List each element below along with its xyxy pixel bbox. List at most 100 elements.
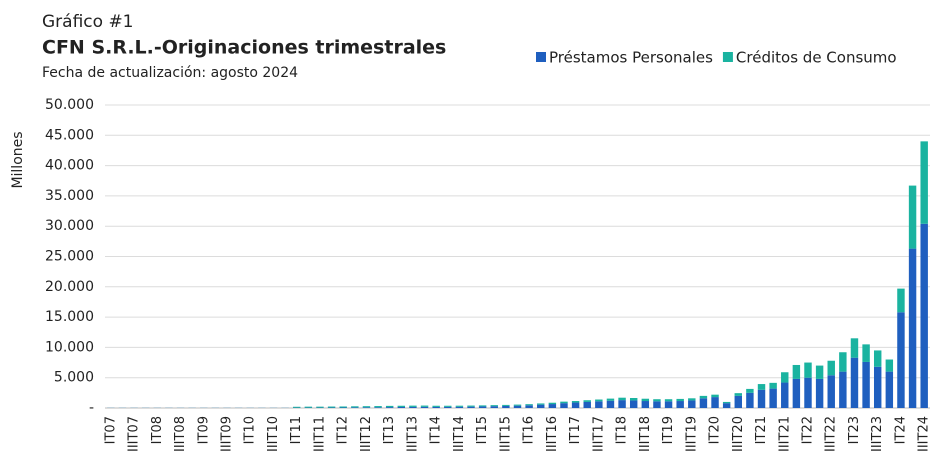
bar-segment (630, 400, 637, 408)
bar-segment (328, 407, 335, 408)
bar-segment (746, 393, 753, 408)
x-tick-label: IIIT16 (545, 416, 560, 452)
x-tick-label: IT12 (336, 416, 351, 444)
bar-segment (758, 384, 765, 390)
legend-label: Préstamos Personales (549, 49, 713, 67)
bar-segment (339, 406, 346, 407)
x-tick-label: IIIT17 (591, 416, 606, 452)
bar-segment (432, 406, 439, 407)
bar-segment (293, 407, 300, 408)
bar-segment (398, 406, 405, 407)
x-tick-label: IT23 (847, 416, 862, 444)
bar-segment (444, 407, 451, 408)
chart-title: CFN S.R.L.-Originaciones trimestrales (42, 37, 446, 59)
y-tick-label: 5.000 (54, 370, 94, 386)
bar-segment (537, 405, 544, 408)
bar-segment (711, 397, 718, 408)
y-tick-label: 45.000 (45, 127, 94, 143)
bar-segment (572, 401, 579, 403)
bar-segment (886, 360, 893, 372)
x-tick-label: IT14 (429, 416, 444, 444)
bar-segment (421, 406, 428, 407)
x-tick-label: IIIT08 (173, 416, 188, 452)
bar-segment (851, 358, 858, 408)
legend-label: Créditos de Consumo (736, 49, 897, 67)
bar-segment (828, 361, 835, 376)
bar-segment (909, 249, 916, 408)
y-tick-label: 20.000 (45, 279, 94, 295)
x-tick-label: IIIT12 (359, 416, 374, 452)
bar-segment (491, 406, 498, 408)
bar-segment (595, 401, 602, 408)
bar-segment (432, 407, 439, 408)
bar-segment (804, 378, 811, 408)
bar-segment (781, 383, 788, 408)
bar-segment (909, 186, 916, 249)
bar-segment (607, 399, 614, 401)
bar-segment (769, 383, 776, 389)
bar-segment (595, 400, 602, 402)
bar-segment (525, 404, 532, 405)
bar-segment (700, 396, 707, 398)
x-tick-label: IT22 (800, 416, 815, 444)
bar-segment (723, 402, 730, 403)
x-tick-label: IT16 (522, 416, 537, 444)
bar-segment (363, 407, 370, 408)
bar-segment (897, 312, 904, 408)
x-tick-label: IIIT22 (824, 416, 839, 452)
x-tick-label: IIIT20 (731, 416, 746, 452)
legend-swatch (536, 52, 546, 62)
bar-segment (676, 401, 683, 408)
bar-segment (363, 406, 370, 407)
x-tick-label: IT07 (103, 416, 118, 444)
y-tick-label: 30.000 (45, 218, 94, 234)
bar-segment (723, 403, 730, 408)
x-tick-label: IT20 (708, 416, 723, 444)
bar-segment (781, 372, 788, 382)
chart-subtitle: Fecha de actualización: agosto 2024 (42, 65, 298, 81)
bar-segment (874, 350, 881, 366)
x-tick-label: IT24 (893, 416, 908, 444)
bar-segment (456, 406, 463, 407)
bar-segment (874, 367, 881, 408)
bar-segment (862, 362, 869, 408)
bar-segment (828, 375, 835, 408)
bar-segment (758, 390, 765, 408)
bar-segment (398, 407, 405, 408)
x-tick-label: IIIT23 (870, 416, 885, 452)
x-tick-label: IT11 (289, 416, 304, 444)
bar-segment (467, 406, 474, 407)
bar-segment (839, 372, 846, 408)
bar-segment (351, 407, 358, 408)
bar-segment (642, 401, 649, 408)
bar-segment (479, 405, 486, 406)
x-tick-label: IT18 (615, 416, 630, 444)
bar-segment (584, 400, 591, 402)
bar-segment (793, 365, 800, 379)
y-tick-label: 25.000 (45, 249, 94, 265)
bar-segment (351, 406, 358, 407)
x-tick-label: IIIT11 (312, 416, 327, 452)
bar-segment (374, 406, 381, 407)
x-tick-label: IIIT15 (498, 416, 513, 452)
bar-segment (816, 379, 823, 408)
y-tick-label: 15.000 (45, 309, 94, 325)
bar-segment (305, 407, 312, 408)
x-tick-label: IT21 (754, 416, 769, 444)
bar-segment (421, 407, 428, 408)
bar-segment (502, 405, 509, 406)
bar-segment (409, 406, 416, 407)
x-tick-label: IT19 (661, 416, 676, 444)
bar-segment (793, 379, 800, 408)
bar-segment (560, 403, 567, 408)
x-tick-label: IT10 (243, 416, 258, 444)
x-tick-label: IIIT10 (266, 416, 281, 452)
x-tick-label: IT13 (382, 416, 397, 444)
bar-segment (735, 393, 742, 396)
x-tick-label: IIIT14 (452, 416, 467, 452)
bar-segment (316, 407, 323, 408)
bar-segment (839, 352, 846, 371)
bar-segment (409, 407, 416, 408)
x-tick-label: IT17 (568, 416, 583, 444)
